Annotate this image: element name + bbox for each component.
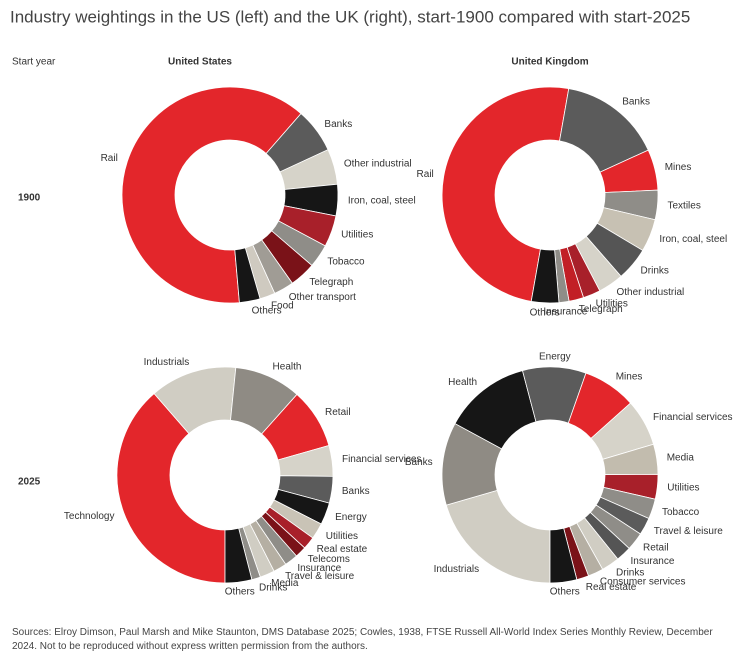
slice-label: Real estate [317,544,368,555]
slice-label: Iron, coal, steel [348,195,416,206]
slice-label: Others [252,306,282,317]
slice-label: Utilities [326,531,358,542]
slice-label: Others [550,587,580,598]
slice-label: Insurance [543,307,587,318]
slice-label: Tobacco [662,507,700,518]
slice-label: Other industrial [344,159,412,170]
slice-label: Retail [643,542,669,553]
row-label: 1900 [18,193,41,204]
slice-label: Industrials [144,357,190,368]
slice-label: Health [273,362,302,373]
slice-label: Banks [342,486,370,497]
slice-label: Rail [417,169,434,180]
slice-label: Energy [335,512,367,523]
slice-label: Industrials [434,564,480,575]
source-note: Sources: Elroy Dimson, Paul Marsh and Mi… [12,627,713,652]
slice-label: Mines [665,162,692,173]
slice-label: Textiles [667,201,700,212]
slice-label: Drinks [641,265,669,276]
slice-label: Utilities [341,229,373,240]
slice-label: Others [225,587,255,598]
slice-label: Financial services [342,454,421,465]
slice-label: Consumer services [600,577,686,588]
donut-slice [530,248,560,304]
slice-label: Insurance [631,556,675,567]
donut-slice [224,527,253,584]
slice-label: Banks [405,457,433,468]
slice-label: Telecoms [308,554,350,565]
slice-label: Tobacco [327,256,365,267]
slice-label: Financial services [653,412,732,423]
donut-slice [549,527,578,584]
slice-label: Drinks [259,583,287,594]
donut-slice [445,489,551,584]
column-header: United Kingdom [511,57,588,68]
donut-slice [116,392,226,584]
slice-label: Telegraph [579,304,623,315]
slice-label: Real estate [586,582,637,593]
slice-label: Rail [101,153,118,164]
slice-label: Retail [325,407,351,418]
start-year-label: Start year [12,57,56,68]
slice-label: Banks [324,119,352,130]
slice-label: Travel & leisure [285,571,355,582]
slice-label: Iron, coal, steel [659,234,727,245]
slice-label: Others [530,308,560,319]
donut-slice [121,86,302,304]
slice-label: Banks [622,96,650,107]
slice-label: Utilities [596,298,628,309]
slice-label: Travel & leisure [654,526,724,537]
slice-label: Drinks [616,567,644,578]
slice-label: Mines [616,372,643,383]
row-label: 2025 [18,477,41,488]
chart: Industry weightings in the US (left) and… [10,7,733,598]
donut-slice [234,247,261,304]
slice-label: Utilities [667,483,699,494]
slice-label: Food [271,300,294,311]
slice-label: Telegraph [309,277,353,288]
slice-label: Technology [64,511,115,522]
column-header: United States [168,57,232,68]
chart-title: Industry weightings in the US (left) and… [10,7,690,26]
slice-label: Other transport [289,292,356,303]
slice-label: Media [667,452,695,463]
slice-label: Other industrial [616,287,684,298]
slice-label: Insurance [297,563,341,574]
slice-label: Energy [539,352,571,363]
slice-label: Media [271,578,299,589]
slice-label: Health [448,377,477,388]
